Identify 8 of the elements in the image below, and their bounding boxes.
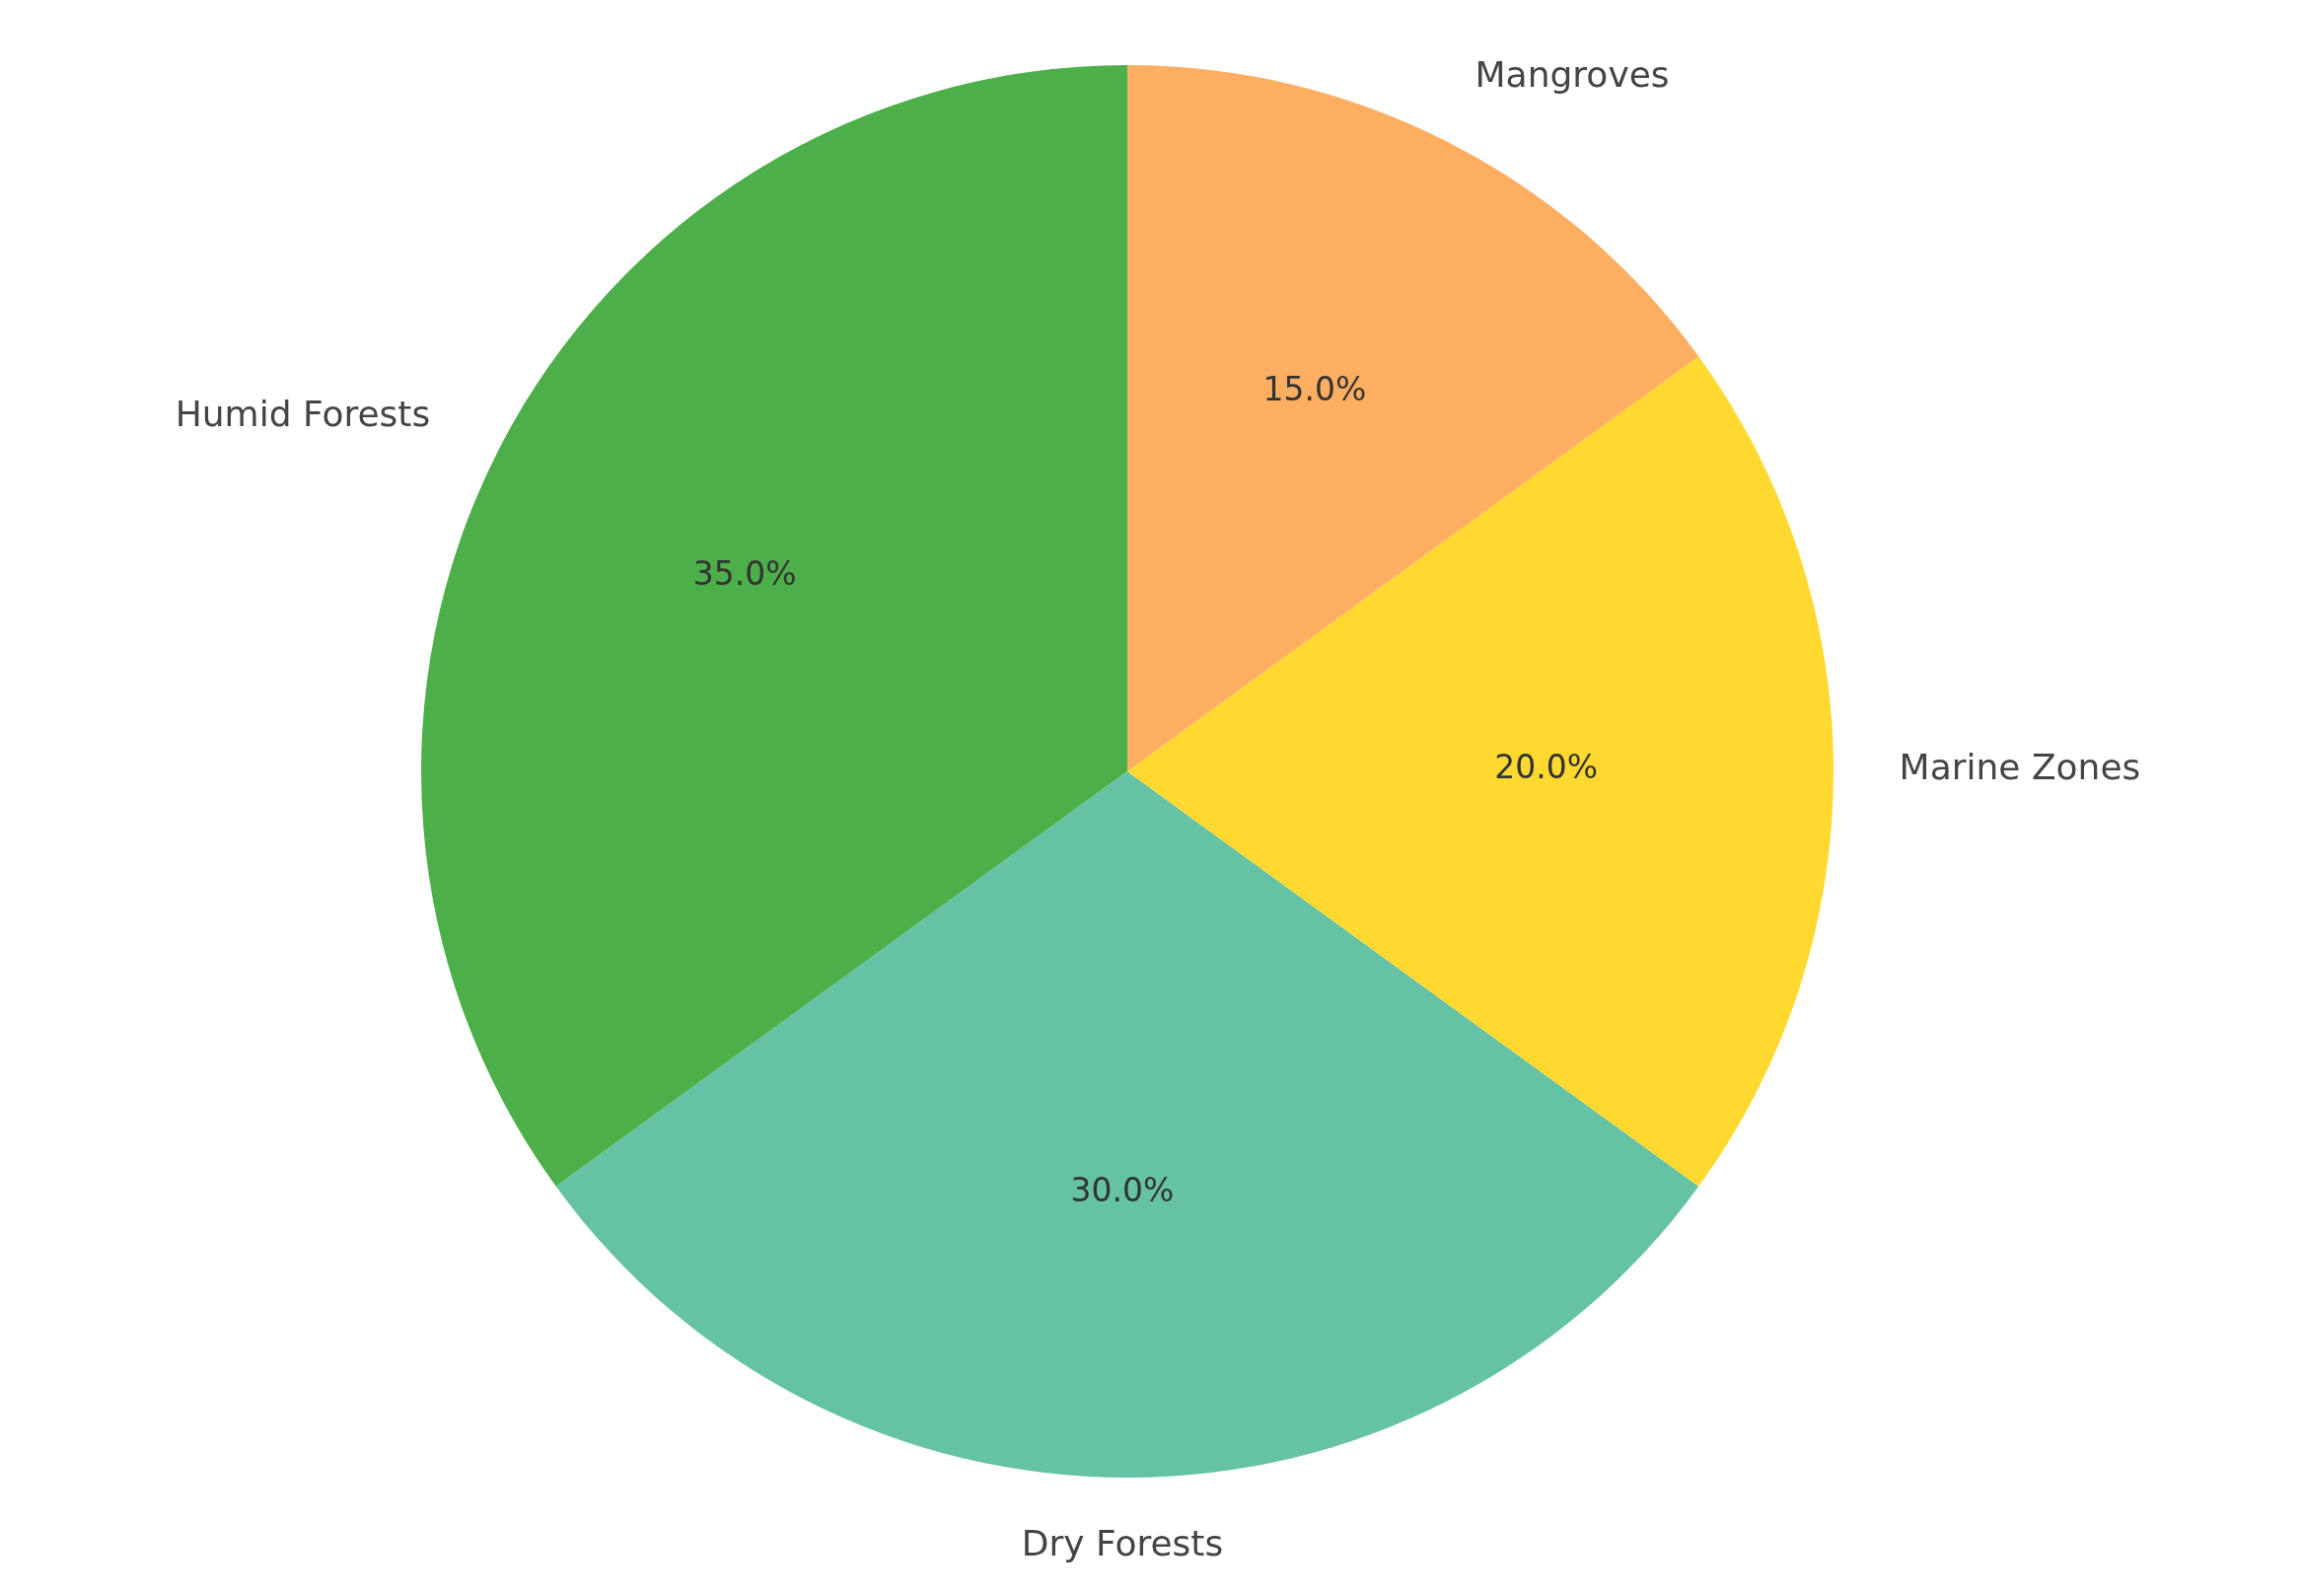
slice-label: Mangroves xyxy=(1474,53,1670,95)
slice-label: Dry Forests xyxy=(1021,1523,1224,1564)
data-label: 15.0% xyxy=(1262,369,1367,408)
data-label: 20.0% xyxy=(1494,747,1599,786)
data-label: 30.0% xyxy=(1070,1171,1175,1210)
slice-label: Humid Forests xyxy=(175,393,431,434)
data-label: 35.0% xyxy=(692,554,797,594)
slice-label: Marine Zones xyxy=(1899,746,2141,787)
